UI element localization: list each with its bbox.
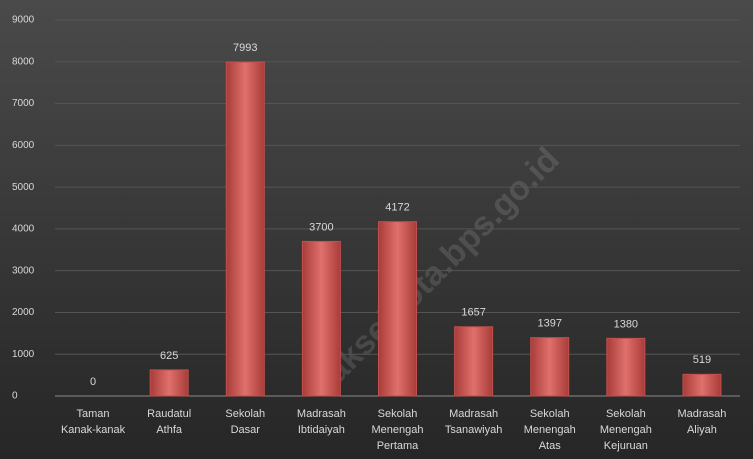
bar — [454, 326, 494, 397]
y-tick-label: 7000 — [12, 98, 35, 109]
x-tick-label: Madrasah Ibtidaiyah — [297, 408, 346, 436]
data-label: 625 — [160, 350, 178, 362]
data-label: 7993 — [233, 42, 257, 54]
data-label: 0 — [90, 376, 96, 388]
y-tick-label: 5000 — [12, 182, 35, 193]
y-tick-label: 6000 — [12, 140, 35, 151]
bar — [682, 373, 722, 397]
data-label: 1397 — [537, 318, 561, 330]
y-tick-label: 8000 — [12, 56, 35, 67]
x-tick-label: Sekolah Menengah Kejuruan — [600, 408, 652, 452]
data-label: 3700 — [309, 221, 333, 233]
data-label: 519 — [693, 354, 711, 366]
x-tick-label: Taman Kanak-kanak — [61, 408, 126, 436]
y-tick-label: 1000 — [12, 349, 35, 360]
x-tick-label: Raudatul Athfa — [147, 408, 191, 436]
x-tick-label: Madrasah Aliyah — [677, 408, 726, 436]
bar — [378, 221, 417, 397]
y-tick-label: 9000 — [12, 15, 35, 26]
data-label: 1380 — [614, 318, 638, 330]
x-tick-label: Sekolah Dasar — [225, 408, 265, 436]
bar — [225, 61, 265, 397]
bar — [530, 337, 570, 397]
x-tick-label: Madrasah Tsanawiyah — [445, 408, 502, 436]
bar — [606, 337, 646, 397]
y-tick-label: 4000 — [12, 224, 35, 235]
y-tick-label: 0 — [12, 391, 18, 402]
data-label: 4172 — [385, 202, 409, 214]
bar — [301, 240, 341, 397]
x-tick-label: Sekolah Menengah Pertama — [372, 408, 424, 452]
bar — [149, 369, 189, 397]
y-tick-label: 3000 — [12, 265, 35, 276]
data-label: 1657 — [461, 307, 485, 319]
y-tick-label: 2000 — [12, 307, 35, 318]
x-tick-label: Sekolah Menengah Atas — [524, 408, 576, 452]
